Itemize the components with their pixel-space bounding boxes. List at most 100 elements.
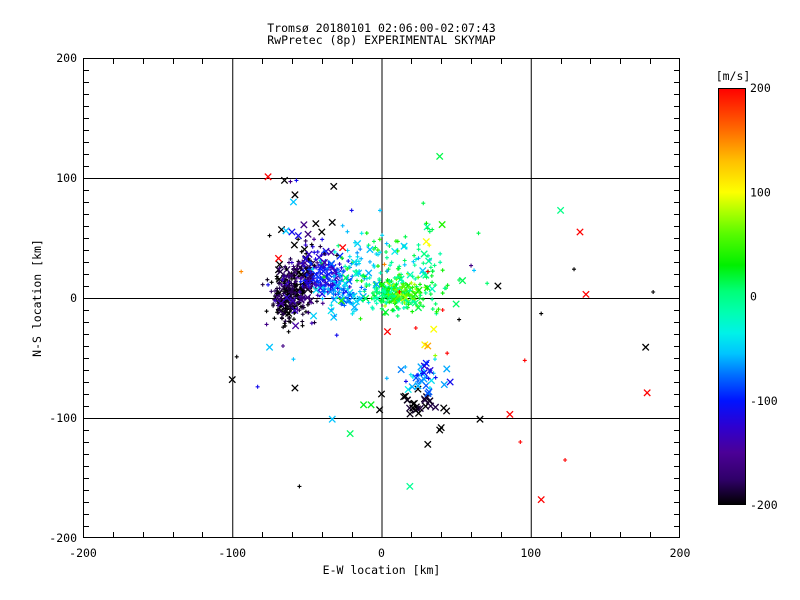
marker-dot [366, 243, 371, 248]
marker-dot [414, 373, 419, 378]
marker-x [291, 306, 299, 315]
marker-dot [306, 310, 311, 315]
marker-dot [304, 280, 309, 285]
x-tick-label: -200 [69, 546, 97, 560]
marker-dot [269, 289, 274, 294]
marker-dot [354, 268, 359, 273]
marker-x [330, 313, 338, 321]
marker-dot [354, 259, 359, 264]
marker-dot [413, 326, 418, 330]
marker-dot [339, 265, 344, 270]
y-tick-label: 0 [70, 291, 77, 305]
marker-dot [374, 289, 379, 294]
marker-dot [255, 384, 260, 389]
marker-dot [403, 288, 408, 293]
colorbar [718, 88, 746, 505]
marker-dot [387, 244, 392, 249]
marker-dot [403, 234, 408, 239]
marker-dot [274, 276, 279, 281]
marker-dot [432, 357, 437, 362]
marker-x [305, 250, 313, 258]
marker-dot [404, 298, 409, 303]
marker-dot [337, 290, 342, 295]
marker-x [309, 312, 318, 320]
marker-dot [355, 250, 360, 255]
marker-dot [375, 264, 380, 269]
marker-dot [539, 311, 544, 316]
marker-x [436, 152, 444, 161]
marker-dot [276, 269, 281, 274]
marker-dot [266, 282, 271, 287]
marker-dot [438, 251, 443, 256]
marker-dot [318, 244, 323, 249]
marker-dot [563, 458, 568, 462]
marker-dot [372, 296, 377, 301]
marker-dot [457, 278, 462, 283]
marker-dot [432, 263, 437, 268]
marker-x [381, 308, 390, 316]
marker-dot [315, 293, 320, 298]
marker-dot [436, 307, 441, 312]
marker-dot [302, 286, 307, 291]
marker-x [442, 407, 451, 415]
marker-dot [308, 270, 313, 275]
marker-dot [416, 247, 421, 252]
marker-x [352, 269, 360, 278]
marker-dot [395, 239, 400, 244]
marker-dot [383, 303, 388, 308]
marker-dot [410, 374, 415, 379]
marker-dot [288, 179, 293, 184]
marker-dot [265, 277, 270, 282]
marker-dot [303, 309, 308, 314]
marker-dot [375, 248, 380, 253]
marker-x [304, 230, 312, 238]
colorbar-tick-label: 200 [750, 81, 771, 95]
marker-x [494, 282, 502, 290]
y-tick-label: 100 [56, 171, 77, 185]
marker-x [264, 173, 272, 181]
marker-dot [440, 291, 445, 296]
marker-x [300, 221, 308, 229]
marker-dot [373, 289, 378, 294]
plot-frame [83, 58, 680, 538]
marker-dot [320, 301, 325, 306]
marker-x [391, 247, 399, 256]
marker-dot [367, 282, 372, 287]
marker-dot [307, 285, 312, 290]
marker-dot [384, 376, 389, 381]
marker-dot [316, 280, 321, 285]
marker-dot [430, 269, 435, 274]
marker-x [431, 403, 440, 411]
marker-x [416, 404, 424, 413]
marker-dot [342, 284, 347, 289]
marker-x [446, 378, 454, 386]
marker-dot [277, 266, 282, 271]
marker-dot [364, 276, 369, 281]
marker-dot [306, 267, 311, 272]
marker-dot [430, 297, 435, 302]
marker-dot [325, 266, 330, 271]
marker-x [291, 191, 299, 199]
marker-dot [418, 282, 423, 287]
marker-dot [334, 295, 339, 300]
marker-dot [367, 259, 372, 264]
marker-dot [291, 264, 296, 269]
marker-dot [407, 288, 412, 293]
marker-x [284, 309, 293, 318]
marker-dot [333, 289, 338, 294]
marker-dot [357, 289, 362, 294]
marker-dot [362, 287, 367, 292]
y-tick-label: -100 [49, 411, 77, 425]
colorbar-unit-label: [m/s] [715, 69, 751, 83]
marker-dot [287, 280, 292, 285]
marker-dot [388, 263, 393, 268]
marker-dot [371, 263, 376, 268]
marker-x [406, 482, 414, 491]
marker-dot [312, 237, 317, 242]
marker-dot [322, 251, 327, 256]
marker-dot [384, 255, 389, 260]
marker-dot [264, 309, 269, 314]
marker-dot [374, 295, 379, 300]
y-axis-label: N-S location [km] [30, 239, 44, 357]
marker-x [330, 182, 338, 191]
